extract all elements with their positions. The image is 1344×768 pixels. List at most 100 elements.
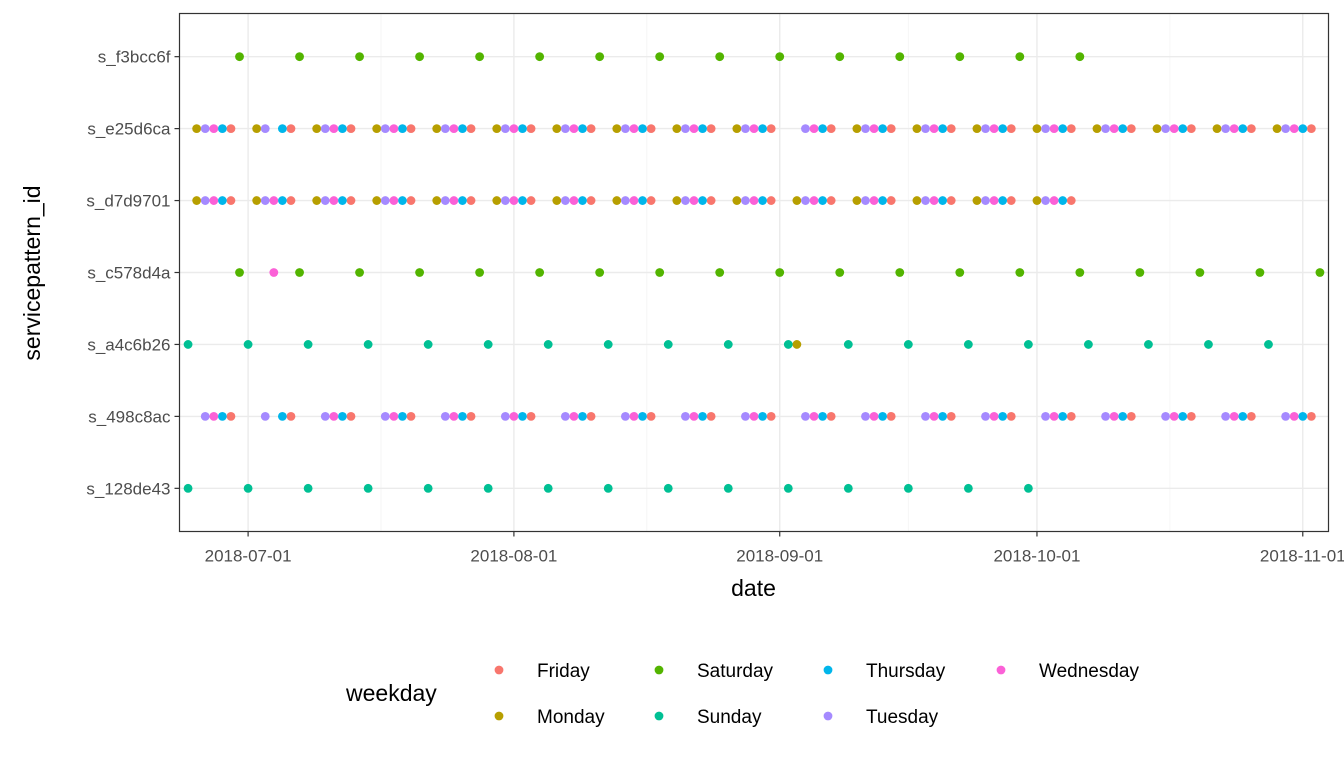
data-point [1006, 411, 1016, 421]
data-point [835, 52, 845, 62]
data-point [475, 52, 485, 62]
data-point [1066, 124, 1076, 134]
data-point [1049, 196, 1059, 205]
data-point [921, 411, 930, 421]
data-point [372, 124, 382, 134]
data-point [878, 124, 888, 134]
data-point [1238, 124, 1248, 134]
data-point [423, 340, 433, 349]
legend-title: weekday [345, 680, 437, 706]
data-point [398, 196, 407, 205]
data-point [681, 124, 690, 134]
legend-label: Wednesday [1039, 661, 1139, 682]
data-point [869, 196, 879, 205]
data-point [338, 196, 347, 205]
data-point [295, 268, 304, 277]
legend-key [494, 711, 504, 721]
data-point [432, 124, 442, 134]
data-point [749, 124, 759, 134]
data-point [869, 411, 879, 421]
data-point [1306, 411, 1316, 421]
x-axis-title: date [731, 575, 776, 601]
data-point [638, 196, 647, 205]
data-point [1204, 340, 1213, 349]
data-point [1178, 411, 1188, 421]
data-point [466, 411, 476, 421]
data-point [706, 196, 716, 205]
data-point [758, 196, 767, 205]
data-point [1161, 124, 1170, 134]
data-point [406, 196, 416, 205]
data-point [689, 196, 699, 205]
data-point [260, 196, 270, 205]
data-point [1075, 52, 1085, 62]
data-point [629, 196, 639, 205]
data-point [277, 196, 287, 205]
data-point [586, 411, 596, 421]
data-point [458, 411, 467, 421]
data-point [698, 124, 707, 134]
data-point [543, 483, 553, 493]
data-point [955, 268, 965, 277]
data-point [852, 124, 862, 134]
data-point [1118, 411, 1128, 421]
data-point [526, 411, 536, 421]
data-point [741, 411, 750, 421]
data-point [1084, 340, 1093, 349]
data-point [509, 196, 519, 205]
data-point [963, 340, 973, 349]
data-point [406, 124, 416, 134]
data-point [929, 411, 939, 421]
data-point [946, 124, 956, 134]
data-point [758, 124, 767, 134]
data-point [663, 340, 673, 349]
data-point [466, 124, 476, 134]
data-point [903, 340, 913, 349]
data-point [818, 196, 827, 205]
data-point [312, 196, 322, 205]
data-point [518, 196, 527, 205]
data-point [243, 340, 253, 349]
data-point [192, 124, 202, 134]
data-point [560, 124, 570, 134]
data-point [792, 196, 802, 205]
data-point [1049, 411, 1059, 421]
data-point [912, 196, 922, 205]
data-point [655, 268, 665, 277]
data-point [1135, 268, 1145, 277]
data-point [1255, 268, 1265, 277]
data-point [1066, 196, 1076, 205]
data-point [578, 124, 587, 134]
data-point [200, 124, 210, 134]
data-point [1126, 411, 1136, 421]
data-point [638, 124, 647, 134]
y-tick-label: s_a4c6b26 [87, 335, 170, 354]
data-point [449, 411, 459, 421]
data-point [998, 196, 1008, 205]
data-point [612, 124, 622, 134]
x-tick-label: 2018-09-01 [736, 547, 823, 566]
data-point [269, 268, 279, 277]
data-point [535, 268, 545, 277]
data-point [1178, 124, 1188, 134]
data-point [209, 124, 219, 134]
data-point [458, 196, 467, 205]
data-point [269, 196, 279, 205]
data-point [698, 411, 707, 421]
data-point [766, 411, 776, 421]
data-point [372, 196, 382, 205]
data-point [552, 124, 562, 134]
data-point [766, 124, 776, 134]
data-point [852, 196, 862, 205]
data-point [1315, 268, 1325, 277]
data-point [955, 52, 965, 62]
data-point [449, 196, 459, 205]
data-point [663, 483, 673, 493]
data-point [826, 124, 836, 134]
data-point [355, 268, 364, 277]
data-point [338, 124, 347, 134]
data-point [1041, 124, 1050, 134]
data-point [989, 411, 999, 421]
data-point [946, 411, 956, 421]
data-point [809, 411, 819, 421]
